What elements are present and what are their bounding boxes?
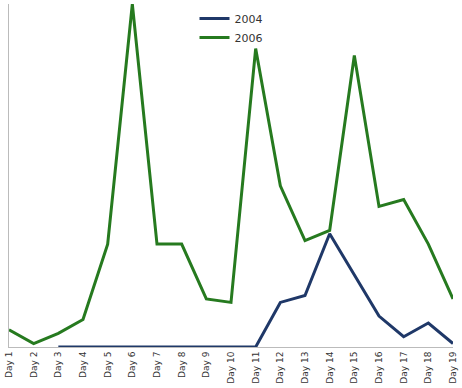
svg-text:Day 19: Day 19: [448, 351, 458, 383]
svg-text:Day 16: Day 16: [374, 351, 384, 383]
svg-text:Day 17: Day 17: [399, 352, 409, 384]
svg-text:Day 8: Day 8: [177, 351, 187, 378]
svg-text:Day 5: Day 5: [103, 352, 113, 378]
svg-text:Day 6: Day 6: [127, 351, 137, 378]
svg-text:Day 4: Day 4: [78, 351, 88, 378]
svg-text:Day 10: Day 10: [226, 351, 236, 383]
svg-text:Day 13: Day 13: [300, 352, 310, 384]
svg-text:Day 12: Day 12: [275, 352, 285, 384]
svg-text:Day 11: Day 11: [251, 352, 261, 384]
svg-text:Day 2: Day 2: [29, 352, 39, 378]
svg-text:Day 15: Day 15: [349, 352, 359, 384]
svg-text:2004: 2004: [235, 13, 263, 26]
svg-text:Day 14: Day 14: [325, 351, 335, 383]
svg-text:2006: 2006: [235, 32, 263, 45]
svg-text:Day 7: Day 7: [152, 352, 162, 378]
svg-text:Day 1: Day 1: [4, 352, 14, 378]
svg-text:Day 18: Day 18: [423, 351, 433, 383]
svg-text:Day 9: Day 9: [201, 351, 211, 378]
svg-text:Day 3: Day 3: [53, 352, 63, 378]
